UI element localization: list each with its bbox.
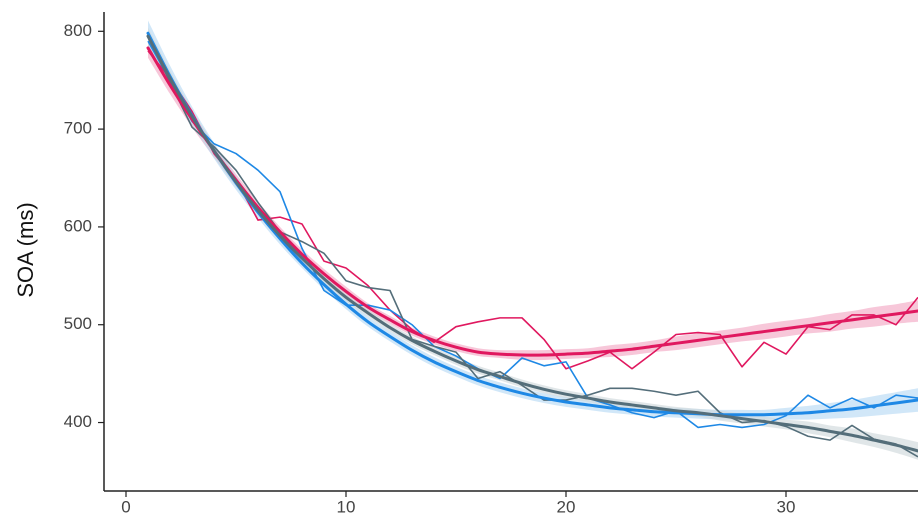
x-tick-label: 20	[557, 497, 576, 516]
series-1-confidence-band	[148, 38, 918, 361]
y-tick-label: 500	[64, 314, 92, 333]
y-axis-title: SOA (ms)	[13, 202, 38, 297]
x-tick-label: 0	[121, 497, 130, 516]
y-tick-label: 700	[64, 119, 92, 138]
x-axis-ticks: 0 10 20 30	[121, 491, 795, 516]
confidence-bands	[148, 20, 918, 460]
y-tick-label: 400	[64, 412, 92, 431]
series-3-fitted-curve	[146, 34, 918, 453]
series-2-raw-line	[147, 40, 918, 429]
x-tick-label: 30	[777, 497, 796, 516]
series-2-fitted-curve	[146, 31, 918, 417]
series-1-fitted-curve	[146, 46, 918, 357]
y-tick-label: 600	[64, 216, 92, 235]
y-axis-ticks: 400 500 600 700 800	[64, 21, 104, 431]
x-tick-label: 10	[337, 497, 356, 516]
fitted-curves	[146, 31, 918, 453]
y-tick-label: 800	[64, 21, 92, 40]
series-1-raw-line	[147, 50, 918, 370]
